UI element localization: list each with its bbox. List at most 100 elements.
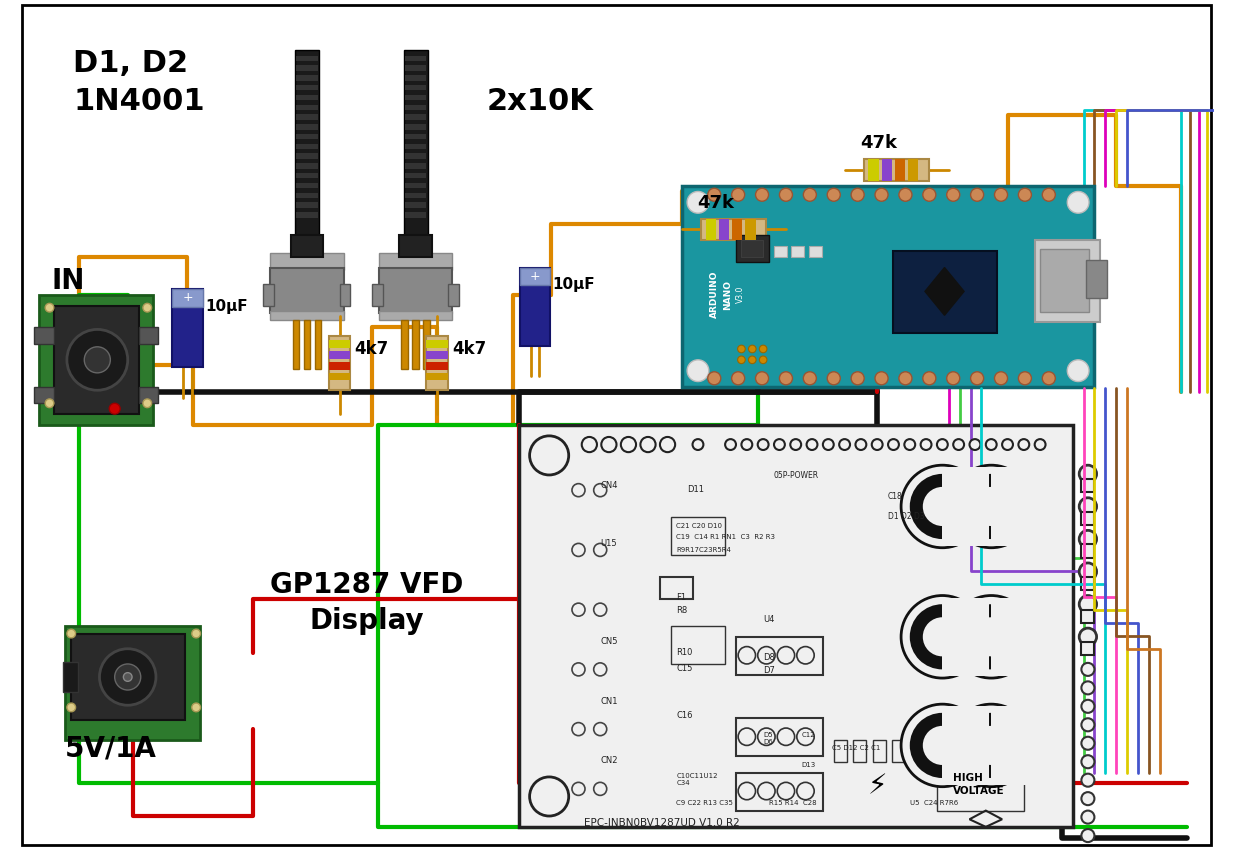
Bar bbox=[1081, 545, 1095, 558]
Circle shape bbox=[739, 647, 756, 664]
Bar bbox=[404, 173, 427, 178]
Circle shape bbox=[741, 439, 752, 450]
Bar bbox=[882, 159, 893, 180]
Bar bbox=[270, 253, 344, 269]
Circle shape bbox=[192, 629, 201, 638]
Circle shape bbox=[937, 439, 948, 450]
Circle shape bbox=[594, 722, 607, 735]
Circle shape bbox=[901, 704, 984, 787]
Text: EPC-INBN0BV1287UD V1.0 R2: EPC-INBN0BV1287UD V1.0 R2 bbox=[584, 819, 740, 828]
Circle shape bbox=[822, 439, 834, 450]
Text: R8: R8 bbox=[676, 606, 688, 615]
Text: 5V/1A: 5V/1A bbox=[64, 734, 157, 762]
Bar bbox=[295, 50, 319, 241]
Bar bbox=[404, 212, 427, 218]
Text: C10C11U12
C34: C10C11U12 C34 bbox=[676, 773, 718, 785]
Circle shape bbox=[922, 371, 936, 385]
Bar bbox=[519, 425, 1073, 827]
Circle shape bbox=[777, 782, 794, 800]
Text: C15: C15 bbox=[676, 664, 693, 673]
Circle shape bbox=[1081, 774, 1095, 787]
Bar bbox=[399, 235, 432, 257]
Text: U15: U15 bbox=[600, 539, 616, 548]
Text: CN2: CN2 bbox=[600, 756, 618, 765]
Bar bbox=[402, 320, 408, 369]
Circle shape bbox=[949, 465, 1032, 547]
Bar bbox=[296, 212, 318, 218]
Bar bbox=[329, 351, 350, 359]
Text: 4k7: 4k7 bbox=[355, 340, 388, 359]
Text: R15 R14  C28: R15 R14 C28 bbox=[768, 800, 816, 806]
Circle shape bbox=[1081, 718, 1095, 731]
Bar bbox=[296, 95, 318, 100]
Text: 10μF: 10μF bbox=[205, 299, 248, 314]
Circle shape bbox=[758, 728, 776, 745]
Bar bbox=[296, 202, 318, 207]
Text: D5
D6: D5 D6 bbox=[763, 733, 773, 745]
Circle shape bbox=[958, 474, 1023, 539]
Circle shape bbox=[572, 604, 584, 616]
Bar bbox=[173, 289, 202, 307]
Circle shape bbox=[572, 484, 584, 496]
Circle shape bbox=[827, 188, 840, 201]
Bar bbox=[173, 289, 202, 367]
Bar bbox=[868, 159, 879, 180]
Circle shape bbox=[760, 356, 767, 364]
Circle shape bbox=[708, 188, 721, 201]
Bar bbox=[1081, 609, 1095, 623]
Circle shape bbox=[100, 649, 155, 705]
Bar bbox=[404, 105, 427, 110]
Circle shape bbox=[910, 474, 975, 539]
Bar bbox=[404, 163, 427, 168]
Circle shape bbox=[904, 439, 915, 450]
Circle shape bbox=[806, 439, 817, 450]
Bar bbox=[270, 311, 344, 320]
Circle shape bbox=[1002, 439, 1014, 450]
Text: U4: U4 bbox=[763, 615, 774, 624]
Circle shape bbox=[748, 345, 756, 353]
Circle shape bbox=[594, 543, 607, 557]
Text: 1N4001: 1N4001 bbox=[74, 87, 205, 116]
Circle shape bbox=[921, 439, 931, 450]
Text: GP1287 VFD: GP1287 VFD bbox=[270, 571, 464, 599]
Text: R9R17C23R5R4: R9R17C23R5R4 bbox=[676, 547, 731, 553]
Circle shape bbox=[970, 188, 984, 201]
Text: C21 C20 D10: C21 C20 D10 bbox=[676, 523, 723, 529]
Text: ARDUINO: ARDUINO bbox=[710, 271, 719, 319]
Bar bbox=[379, 268, 453, 313]
Circle shape bbox=[872, 439, 883, 450]
Circle shape bbox=[949, 704, 1032, 787]
Bar bbox=[64, 626, 201, 740]
Bar bbox=[671, 626, 725, 664]
Circle shape bbox=[572, 722, 584, 735]
Bar bbox=[291, 235, 323, 257]
Circle shape bbox=[922, 726, 962, 765]
Circle shape bbox=[777, 647, 794, 664]
Bar bbox=[379, 311, 453, 320]
Bar bbox=[873, 740, 885, 762]
Circle shape bbox=[737, 345, 745, 353]
Circle shape bbox=[737, 356, 745, 364]
Bar bbox=[719, 218, 730, 241]
Bar bbox=[54, 305, 138, 414]
Circle shape bbox=[958, 713, 1023, 778]
Circle shape bbox=[67, 629, 75, 638]
Circle shape bbox=[1081, 811, 1095, 824]
Bar bbox=[35, 327, 54, 343]
Circle shape bbox=[1079, 563, 1096, 581]
Circle shape bbox=[922, 188, 936, 201]
Text: 10μF: 10μF bbox=[552, 277, 596, 292]
Circle shape bbox=[856, 439, 867, 450]
Bar bbox=[404, 183, 427, 188]
Text: D1 D2 D3 D4: D1 D2 D3 D4 bbox=[888, 512, 938, 521]
Circle shape bbox=[797, 647, 814, 664]
Circle shape bbox=[640, 437, 656, 452]
Bar bbox=[264, 284, 275, 305]
Circle shape bbox=[922, 487, 962, 526]
Circle shape bbox=[687, 191, 709, 213]
Circle shape bbox=[46, 303, 54, 312]
Bar bbox=[329, 373, 350, 381]
Circle shape bbox=[731, 188, 745, 201]
Text: CN5: CN5 bbox=[600, 637, 618, 646]
Circle shape bbox=[1079, 465, 1096, 483]
